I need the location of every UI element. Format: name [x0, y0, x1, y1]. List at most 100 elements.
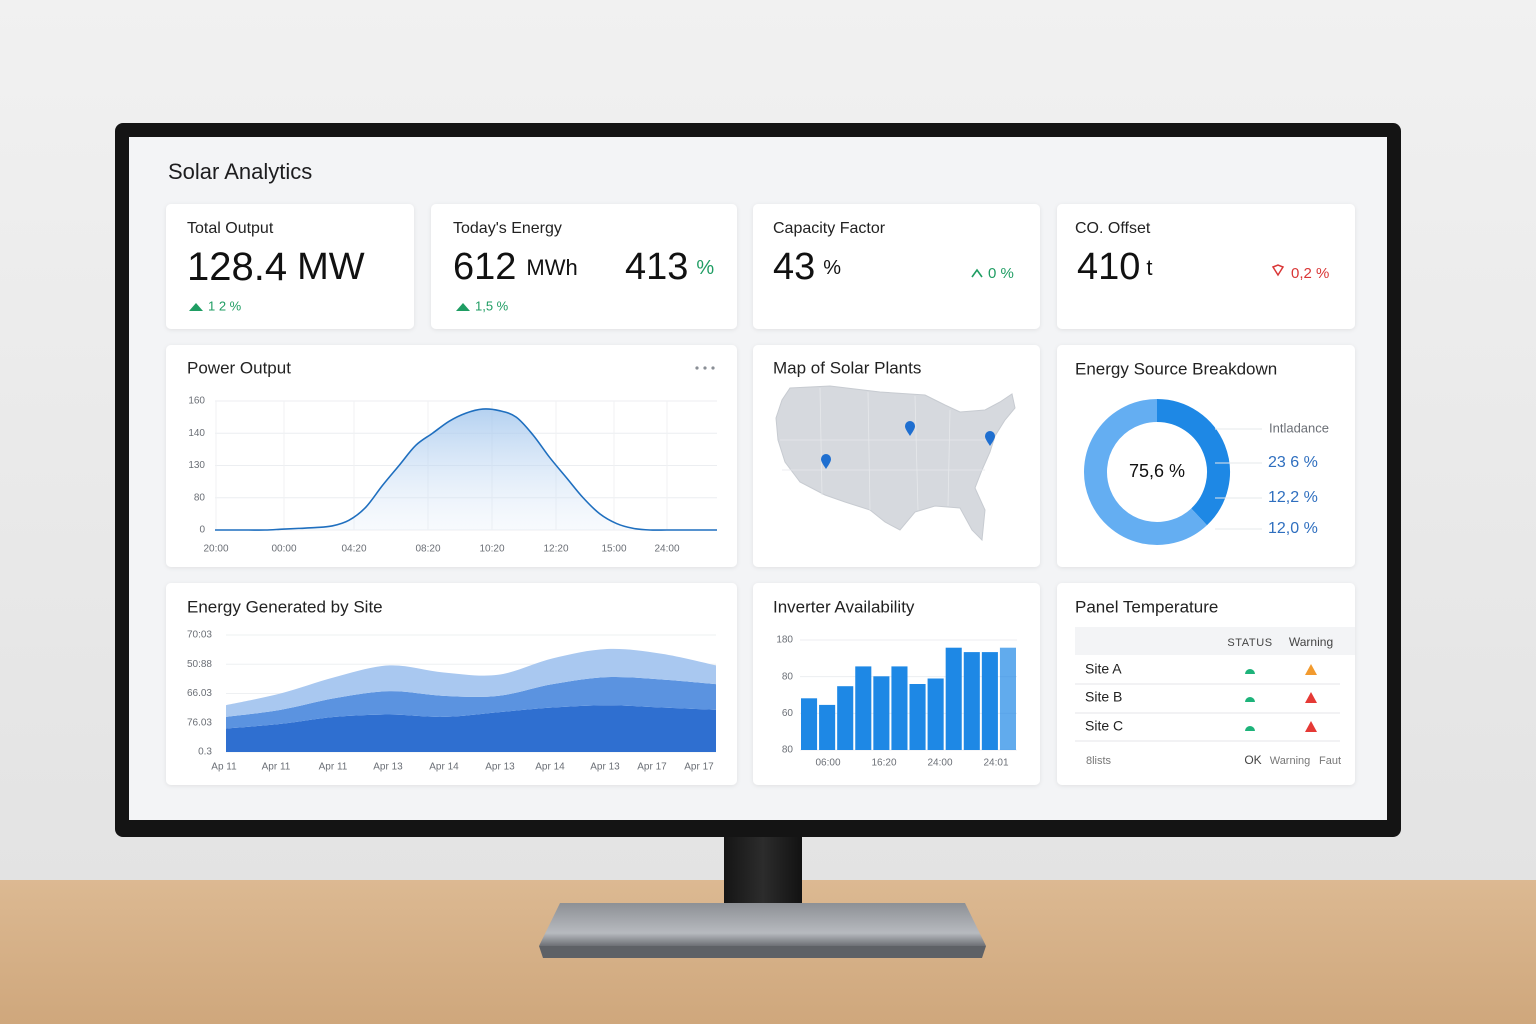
donut-segment [1156, 399, 1230, 526]
area-series [226, 705, 716, 752]
kpi-unit: % [696, 257, 714, 279]
area-series [226, 676, 716, 729]
y-tick-label: 0.3 [198, 747, 212, 758]
panel-title: Power Output [187, 358, 291, 377]
y-tick-label: 80 [782, 745, 794, 756]
donut-segment [1084, 399, 1207, 545]
x-tick-label: 16:20 [871, 758, 896, 769]
kpi-card [753, 204, 1040, 329]
kpi-number: 128.4 [187, 245, 287, 289]
monitor-base-edge [539, 946, 986, 958]
map-pin[interactable] [905, 421, 915, 436]
x-tick-label: Ap 11 [211, 762, 237, 773]
legend-label: 23 6 % [1268, 454, 1318, 471]
kpi-change: 1,5 % [475, 298, 509, 313]
y-tick-label: 80 [782, 671, 794, 682]
table-footer: OK [1244, 753, 1261, 767]
map-border [780, 387, 995, 511]
bar [837, 686, 854, 750]
trend-down-icon [1271, 264, 1285, 277]
x-tick-label: Apr 14 [429, 762, 459, 773]
map-pins [821, 421, 995, 469]
kpi-card [166, 204, 414, 329]
bar [999, 647, 1016, 750]
kpi-card [1057, 204, 1355, 329]
line-area [215, 408, 717, 531]
kpi-value: 612 MWh [453, 246, 578, 288]
site-label: Site B [1085, 689, 1122, 705]
x-tick-label: Apr 13 [485, 762, 515, 773]
trend-up-icon [971, 268, 983, 278]
x-tick-label: Apr 13 [590, 762, 620, 773]
trend-up-icon [189, 303, 203, 311]
kpi-label: Capacity Factor [773, 220, 886, 237]
map-pin[interactable] [821, 454, 831, 469]
kpi-value: 413% [625, 246, 714, 288]
menu-dot[interactable] [695, 366, 699, 370]
x-tick-label: 15:00 [601, 544, 626, 555]
x-tick-label: 12:20 [543, 544, 568, 555]
line-series [214, 408, 717, 531]
x-tick-label: 08:20 [415, 544, 440, 555]
y-tick-label: 60 [782, 708, 794, 719]
y-tick-label: 66.03 [187, 688, 212, 699]
x-tick-label: 00:00 [271, 544, 296, 555]
bar [927, 678, 944, 750]
bar [801, 698, 818, 750]
y-tick-label: 0 [199, 525, 205, 536]
map-pin[interactable] [985, 431, 995, 446]
kpi-label: Total Output [187, 220, 274, 237]
x-tick-label: Apr 17 [684, 762, 714, 773]
us-map [775, 385, 1016, 542]
y-tick-label: 76.03 [187, 717, 212, 728]
bar [855, 666, 872, 750]
y-tick-label: 180 [776, 635, 793, 646]
column-header: STATUS [1227, 637, 1272, 649]
legend-label: 12,0 % [1268, 520, 1318, 537]
bar [909, 684, 926, 750]
panel-title: Panel Temperature [1075, 597, 1218, 616]
kpi-card [431, 204, 737, 329]
kpi-number: 612 [453, 246, 516, 288]
bar [981, 652, 998, 750]
site-label: Site C [1085, 718, 1123, 734]
kpi-number: 413 [625, 246, 688, 288]
x-tick-label: 20:00 [203, 544, 228, 555]
panel-title: Map of Solar Plants [773, 358, 921, 377]
bar [819, 704, 836, 750]
bar [945, 647, 962, 750]
x-tick-label: Apr 13 [373, 762, 403, 773]
kpi-label: Today's Energy [453, 220, 562, 237]
x-tick-label: 04:20 [341, 544, 366, 555]
monitor-base [539, 903, 986, 946]
site-label: Site A [1085, 661, 1122, 677]
kpi-number: 410 [1077, 246, 1140, 288]
status-icon [1245, 669, 1255, 674]
y-tick-label: 50:88 [187, 659, 212, 670]
kpi-label: CO. Offset [1075, 220, 1151, 237]
y-tick-label: 140 [188, 428, 205, 439]
more-menu[interactable] [695, 366, 715, 370]
y-tick-label: 80 [194, 492, 206, 503]
panel-title: Inverter Availability [773, 597, 915, 616]
table-footer: Faut [1319, 755, 1341, 767]
kpi-unit: % [823, 257, 841, 279]
legend-label: Intladance [1269, 420, 1329, 435]
menu-dot[interactable] [711, 366, 715, 370]
kpi-change: 1 2 % [208, 298, 242, 313]
x-tick-label: Apr 11 [319, 762, 348, 773]
warning-icon [1305, 721, 1317, 732]
kpi-value: 128.4 MW [187, 245, 365, 289]
bar [963, 652, 980, 750]
menu-dot[interactable] [703, 366, 707, 370]
trend-up-icon [456, 303, 470, 311]
area-series [226, 648, 716, 717]
donut-center-label: 75,6 % [1129, 461, 1185, 481]
column-header: Warning [1289, 635, 1333, 649]
x-tick-label: Apr 17 [637, 762, 667, 773]
y-tick-label: 130 [188, 460, 205, 471]
panel-title: Energy Source Breakdown [1075, 359, 1277, 378]
x-tick-label: 24:00 [927, 758, 952, 769]
